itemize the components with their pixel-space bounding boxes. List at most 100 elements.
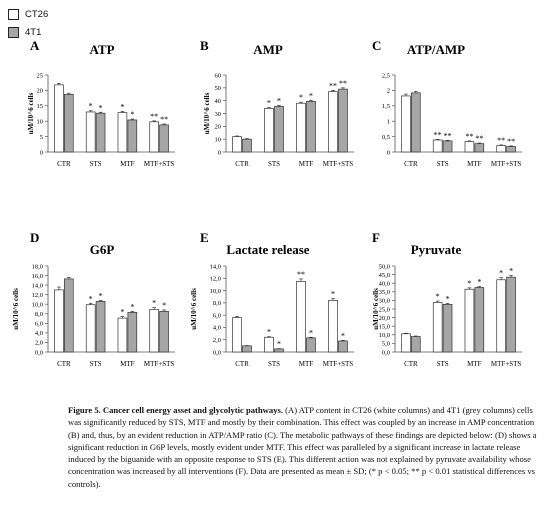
bar-d-ct26-1 — [85, 304, 96, 353]
bar-f-4t1-0 — [411, 336, 421, 353]
y-tick-label-d-9: 18,0 — [32, 263, 43, 270]
bar-a-4t1-3 — [159, 124, 169, 153]
y-tick-label-c-0: 0 — [387, 149, 390, 156]
y-tick-label-b-4: 40 — [215, 98, 222, 105]
legend-label-ct26: CT26 — [25, 8, 49, 20]
bar-f-4t1-3 — [506, 276, 516, 353]
y-tick-label-e-7: 14,0 — [210, 263, 221, 270]
x-tick-label-e-2: MTF — [299, 360, 314, 368]
x-tick-label-c-0: CTR — [404, 160, 418, 168]
y-tick-label-f-5: 25,0 — [379, 306, 390, 313]
bar-a-4t1-2 — [127, 119, 138, 153]
bar-e-4t1-1 — [274, 348, 284, 353]
legend-swatch-ct26 — [8, 8, 19, 20]
legend-swatch-4t1 — [8, 26, 19, 38]
sig-marker-b-ct26-2: * — [299, 93, 303, 102]
sig-marker-b-ct26-1: * — [267, 98, 271, 107]
y-tick-label-e-3: 6,0 — [213, 312, 221, 319]
y-tick-label-f-4: 20,0 — [379, 315, 390, 322]
y-tick-label-e-6: 12,0 — [210, 276, 221, 283]
sig-marker-a-ct26-1: * — [89, 102, 93, 111]
y-tick-label-a-5: 25 — [37, 72, 44, 79]
y-tick-label-f-10: 50,0 — [379, 263, 390, 270]
caption-title: Figure 5. Cancer cell energy asset and g… — [68, 405, 283, 415]
x-tick-label-b-3: MTF+STS — [323, 160, 354, 168]
bar-b-ct26-3 — [328, 91, 338, 153]
bar-f-ct26-1 — [432, 302, 443, 353]
panel-letter-a: A — [30, 38, 40, 53]
bar-d-4t1-2 — [127, 311, 138, 353]
x-tick-label-f-2: MTF — [467, 360, 482, 368]
y-tick-label-c-2: 1 — [387, 119, 390, 126]
bar-c-ct26-1 — [432, 139, 443, 153]
y-axis-label-a: uM/10^6 cells — [27, 92, 35, 134]
bar-b-4t1-2 — [306, 100, 316, 153]
sig-marker-e-4t1-3: * — [341, 331, 345, 340]
x-tick-label-b-2: MTF — [299, 160, 314, 168]
bar-b-ct26-2 — [296, 102, 306, 153]
sig-marker-f-4t1-1: * — [446, 294, 450, 303]
x-tick-label-f-1: STS — [437, 360, 449, 368]
panel-letter-f: F — [372, 230, 380, 245]
bar-d-ct26-3 — [149, 309, 159, 353]
y-tick-label-b-6: 60 — [215, 72, 222, 79]
bar-e-ct26-3 — [328, 300, 338, 353]
bar-e-ct26-2 — [296, 281, 306, 353]
bar-b-ct26-1 — [264, 108, 274, 153]
sig-marker-f-ct26-3: * — [499, 269, 503, 278]
y-tick-label-f-2: 10,0 — [379, 332, 390, 339]
bar-f-ct26-0 — [401, 333, 411, 353]
x-tick-label-a-2: MTF — [120, 160, 135, 168]
legend-item-ct26: CT26 — [8, 6, 48, 22]
y-tick-label-d-1: 2,0 — [35, 340, 43, 347]
bar-d-4t1-3 — [159, 311, 169, 353]
chart-title-c: ATP/AMP — [407, 42, 465, 57]
bar-a-ct26-3 — [149, 121, 159, 153]
y-tick-label-e-0: 0,0 — [213, 349, 221, 356]
bar-f-ct26-3 — [496, 279, 506, 353]
bar-d-4t1-0 — [64, 278, 74, 353]
x-tick-label-b-0: CTR — [235, 160, 249, 168]
panel-letter-d: D — [30, 230, 39, 245]
y-tick-label-c-5: 2,5 — [382, 72, 390, 79]
sig-marker-c-4t1-2: ** — [475, 134, 483, 143]
bar-c-4t1-3 — [506, 146, 516, 153]
sig-marker-c-ct26-3: ** — [497, 136, 505, 145]
x-tick-label-a-3: MTF+STS — [144, 160, 175, 168]
y-tick-label-f-7: 35,0 — [379, 289, 390, 296]
chart-title-b: AMP — [253, 42, 283, 57]
x-tick-label-d-2: MTF — [120, 360, 135, 368]
bar-b-4t1-1 — [274, 106, 284, 153]
bar-a-4t1-1 — [95, 112, 106, 153]
sig-marker-b-4t1-1: * — [277, 96, 281, 105]
y-tick-label-a-0: 0 — [40, 149, 43, 156]
sig-marker-e-4t1-2: * — [309, 328, 313, 337]
x-tick-label-c-1: STS — [437, 160, 449, 168]
y-tick-label-c-3: 1,5 — [382, 103, 390, 110]
y-tick-label-c-4: 2 — [387, 88, 390, 95]
y-axis-label-f: uM/10^6 cells — [372, 288, 380, 330]
bar-e-ct26-1 — [264, 336, 274, 353]
figure-legend: CT26 4T1 — [8, 6, 48, 42]
x-tick-label-d-3: MTF+STS — [144, 360, 175, 368]
x-tick-label-c-2: MTF — [467, 160, 482, 168]
sig-marker-d-ct26-2: * — [120, 308, 124, 317]
y-axis-label-e: uM/10^6 cells — [190, 288, 198, 330]
y-tick-label-b-2: 20 — [215, 124, 222, 131]
bar-f-4t1-1 — [442, 304, 453, 353]
x-tick-label-e-0: CTR — [235, 360, 249, 368]
sig-marker-f-ct26-2: * — [467, 279, 471, 288]
sig-marker-f-ct26-1: * — [436, 292, 440, 301]
sig-marker-d-4t1-1: * — [99, 291, 103, 300]
panel-letter-b: B — [200, 38, 209, 53]
y-tick-label-e-4: 8,0 — [213, 300, 221, 307]
sig-marker-c-4t1-3: ** — [507, 137, 515, 146]
bar-d-4t1-1 — [95, 301, 106, 353]
y-tick-label-f-6: 30,0 — [379, 298, 390, 305]
sig-marker-d-4t1-2: * — [130, 302, 134, 311]
bar-c-ct26-2 — [464, 141, 475, 153]
sig-marker-e-ct26-3: * — [331, 290, 335, 299]
y-tick-label-c-1: 0,5 — [382, 134, 390, 141]
y-tick-label-b-3: 30 — [215, 111, 222, 118]
